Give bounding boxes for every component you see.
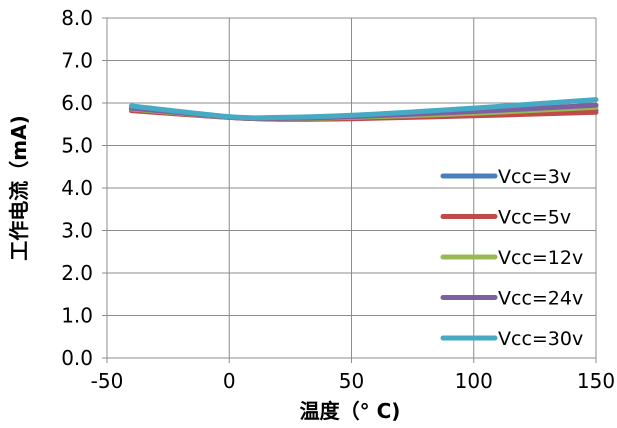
y-tick-label: 8.0 bbox=[61, 6, 93, 30]
y-axis-title: 工作电流（mA) bbox=[7, 115, 31, 260]
tick-labels: 0.0 1.0 2.0 3.0 4.0 5.0 6.0 7.0 8.0 -50 0 50 100 150 bbox=[61, 6, 615, 393]
x-tick-label: 150 bbox=[577, 369, 615, 393]
series-line-vcc-30v bbox=[128, 97, 599, 121]
x-axis-title: 温度（° C) bbox=[300, 399, 401, 423]
y-tick-label: 4.0 bbox=[61, 176, 93, 200]
y-tick-label: 7.0 bbox=[61, 49, 93, 73]
legend-label: Vcc=24v bbox=[498, 288, 583, 310]
x-tick-label: 0 bbox=[223, 369, 236, 393]
x-tick-label: 50 bbox=[339, 369, 364, 393]
legend-label: Vcc=3v bbox=[498, 166, 571, 188]
x-tick-label: -50 bbox=[91, 369, 124, 393]
series-lines bbox=[128, 97, 599, 122]
legend: Vcc=3v Vcc=5v Vcc=12v Vcc=24v Vcc=30v bbox=[440, 166, 583, 350]
gridlines bbox=[106, 17, 597, 359]
axes bbox=[102, 17, 597, 363]
y-tick-label: 3.0 bbox=[61, 219, 93, 243]
legend-label: Vcc=30v bbox=[498, 328, 583, 350]
y-tick-label: 6.0 bbox=[61, 91, 93, 115]
legend-label: Vcc=5v bbox=[498, 207, 571, 229]
legend-label: Vcc=12v bbox=[498, 247, 583, 269]
y-tick-label: 2.0 bbox=[61, 261, 93, 285]
y-tick-label: 1.0 bbox=[61, 304, 93, 328]
y-tick-label: 0.0 bbox=[61, 346, 93, 370]
x-tick-label: 100 bbox=[455, 369, 493, 393]
y-tick-label: 5.0 bbox=[61, 134, 93, 158]
